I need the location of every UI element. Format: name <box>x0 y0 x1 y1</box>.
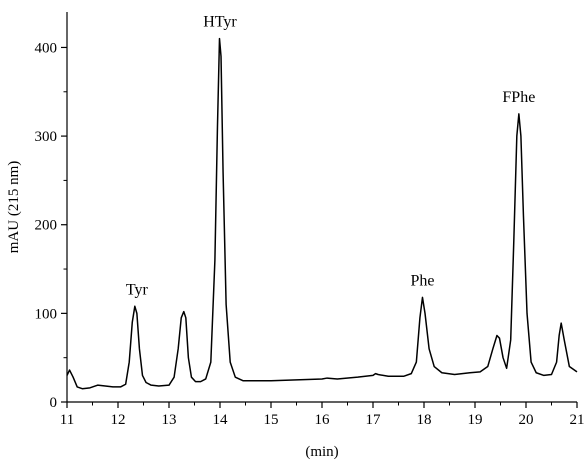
x-tick-label: 21 <box>570 412 585 428</box>
y-tick-label: 0 <box>50 395 58 411</box>
chromatogram-trace <box>66 37 578 390</box>
x-ticks: 11 12 13 14 15 16 17 18 19 20 21 <box>60 402 585 428</box>
x-tick-label: 15 <box>264 412 279 428</box>
y-tick-label: 400 <box>35 40 58 56</box>
y-tick-label: 100 <box>35 306 58 322</box>
x-tick-label: 17 <box>366 412 382 428</box>
peak-label: Tyr <box>126 281 149 298</box>
x-tick-label: 20 <box>519 412 534 428</box>
x-tick-label: 19 <box>468 412 483 428</box>
peak-label: Phe <box>410 272 434 289</box>
peak-label: HTyr <box>203 14 237 31</box>
x-tick-label: 13 <box>162 412 177 428</box>
x-tick-label: 12 <box>111 412 126 428</box>
peak-label: FPhe <box>502 89 535 106</box>
y-axis-label: mAU (215 nm) <box>6 161 22 254</box>
x-tick-label: 14 <box>213 412 229 428</box>
y-tick-label: 300 <box>35 129 58 145</box>
peak-annotations: Tyr HTyr Phe FPhe <box>126 14 535 299</box>
y-ticks: 0 100 200 300 400 <box>35 40 67 411</box>
x-tick-label: 18 <box>417 412 432 428</box>
x-tick-label: 16 <box>315 412 331 428</box>
x-tick-label: 11 <box>60 412 74 428</box>
y-tick-label: 200 <box>35 218 58 234</box>
x-axis-label: (min) <box>305 444 338 460</box>
